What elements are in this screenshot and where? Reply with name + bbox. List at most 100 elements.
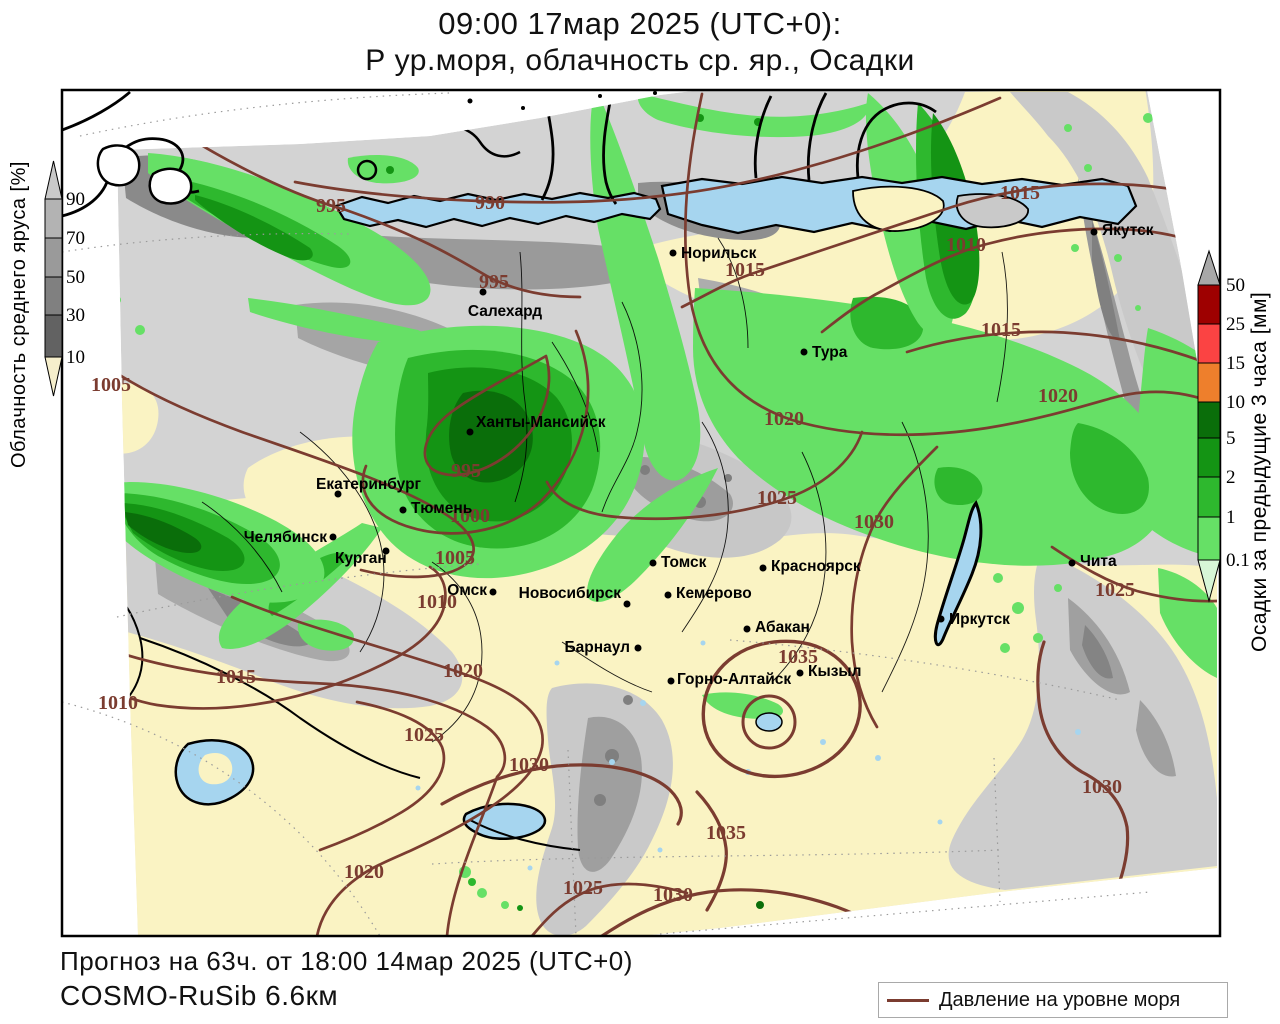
city-dot (743, 625, 751, 633)
isobar-label: 1025 (757, 487, 797, 509)
precipitation-colorbar (1197, 249, 1221, 603)
isobar-label: 1025 (563, 877, 603, 899)
city-label: Иркутск (949, 611, 1010, 628)
city-dot (1090, 228, 1098, 236)
city-dot (634, 644, 642, 652)
city-dot (479, 288, 487, 296)
city-label: Кемерово (676, 585, 752, 602)
map-title-variables: Р ур.моря, облачность ср. яр., Осадки (365, 44, 915, 77)
city-dot (796, 669, 804, 677)
isobar-label: 1030 (1082, 776, 1122, 798)
city-label: Горно-Алтайск (677, 671, 791, 688)
city-dot (669, 249, 677, 257)
city-label: Абакан (755, 619, 810, 636)
city-label: Ханты-Мансийск (476, 414, 606, 431)
city-label: Красноярск (771, 558, 861, 575)
precipitation-legend-title: Осадки за предыдущие 3 часа [мм] (1248, 291, 1271, 652)
precipitation-tick-label: 1 (1226, 507, 1236, 528)
city-dot (329, 533, 337, 541)
city-label: Екатеринбург (316, 476, 422, 493)
city-dot (649, 559, 657, 567)
cloudiness-ticks: 90 70 50 30 10 (66, 189, 85, 368)
precipitation-tick-label: 5 (1226, 428, 1236, 449)
model-name: COSMO-RuSib 6.6км (60, 980, 339, 1011)
isobar-label: 1030 (509, 754, 549, 776)
precipitation-tick-label: 50 (1226, 275, 1245, 296)
isobar-label: 1015 (216, 666, 256, 688)
precipitation-tick-label: 25 (1226, 314, 1245, 335)
outside-domain-coastlines (62, 90, 657, 218)
isobar-label: 1020 (764, 408, 804, 430)
cloudiness-tick-label: 70 (66, 228, 85, 249)
precipitation-tick-label: 2 (1226, 467, 1236, 488)
isobar-labels: 990 995 995 995 1000 1005 1005 1010 1010 1010 1015… (91, 182, 1135, 906)
isobar-label: 1015 (981, 319, 1021, 341)
map-title-datetime: 09:00 17мар 2025 (UTC+0): (438, 6, 842, 41)
isobar-label: 995 (479, 271, 509, 293)
graticule (62, 92, 1151, 936)
city-dot (466, 428, 474, 436)
city-dot (759, 564, 767, 572)
cloudiness-tick-label: 90 (66, 189, 85, 210)
isobar-label: 1005 (435, 547, 475, 569)
city-dot (1068, 559, 1076, 567)
isobar-label: 1035 (778, 646, 818, 668)
city-label: Норильск (681, 245, 757, 262)
lake-baikal (933, 500, 983, 647)
precipitation-tick-label: 0.1 (1226, 550, 1250, 571)
region-borders (201, 237, 1008, 743)
isobar-label: 1010 (98, 692, 138, 714)
isobar-label: 1015 (725, 259, 765, 281)
isobar-label: 1025 (1095, 579, 1135, 601)
isobar-label: 1010 (946, 234, 986, 256)
city-label: Омск (447, 582, 487, 599)
city-label: Тура (812, 344, 848, 361)
isobar-label: 1015 (1000, 182, 1040, 204)
isobar-label: 1035 (706, 822, 746, 844)
cloudiness-tick-label: 50 (66, 267, 85, 288)
city-label: Тюмень (411, 500, 472, 517)
city-label: Салехард (468, 303, 542, 320)
isobar-label: 995 (451, 460, 481, 482)
city-markers: Норильск Салехард Тура Ханты-Мансийск Екатер… (244, 222, 1154, 688)
isobar-label: 1020 (443, 660, 483, 682)
isobar-label: 1000 (450, 505, 490, 527)
isobar-label: 1030 (854, 511, 894, 533)
forecast-lead-time: Прогноз на 63ч. от 18:00 14мар 2025 (UTC… (60, 946, 633, 976)
city-label: Чита (1080, 553, 1117, 570)
precipitation-tick-label: 15 (1226, 353, 1245, 374)
city-label: Челябинск (244, 529, 327, 546)
cloudiness-legend-title: Облачность среднего яруса [%] (8, 161, 30, 468)
cloudiness-tick-label: 10 (66, 347, 85, 368)
city-dot (489, 588, 497, 596)
isobar-label: 1030 (653, 884, 693, 906)
city-dot (664, 591, 672, 599)
model-domain (117, 90, 1217, 936)
isobar-label: 1010 (417, 591, 457, 613)
water-areas (174, 175, 1138, 871)
precipitation-ticks: 50 25 15 10 5 2 1 0.1 (1226, 275, 1250, 571)
city-dot (667, 677, 675, 685)
isobar-label: 990 (475, 192, 505, 214)
city-dot (623, 600, 631, 608)
cloudiness-tick-label: 30 (66, 305, 85, 326)
pressure-line-label: Давление на уровне моря (939, 988, 1181, 1011)
city-label: Курган (335, 550, 387, 567)
city-label: Якутск (1102, 222, 1154, 239)
pressure-line-swatch (887, 998, 929, 1002)
city-dot (334, 490, 342, 498)
isobar-label: 1005 (91, 374, 131, 396)
precipitation-tick-label: 10 (1226, 392, 1245, 413)
city-dot (800, 348, 808, 356)
city-label: Кызыл (808, 663, 862, 680)
isobar-label: 995 (316, 195, 346, 217)
city-dot (399, 506, 407, 514)
city-label: Новосибирск (519, 585, 622, 602)
isobar-label: 1020 (344, 861, 384, 883)
cloudiness-colorbar (44, 160, 63, 397)
city-label: Томск (661, 554, 707, 571)
isobar-label: 1025 (404, 724, 444, 746)
city-label: Барнаул (565, 639, 630, 656)
